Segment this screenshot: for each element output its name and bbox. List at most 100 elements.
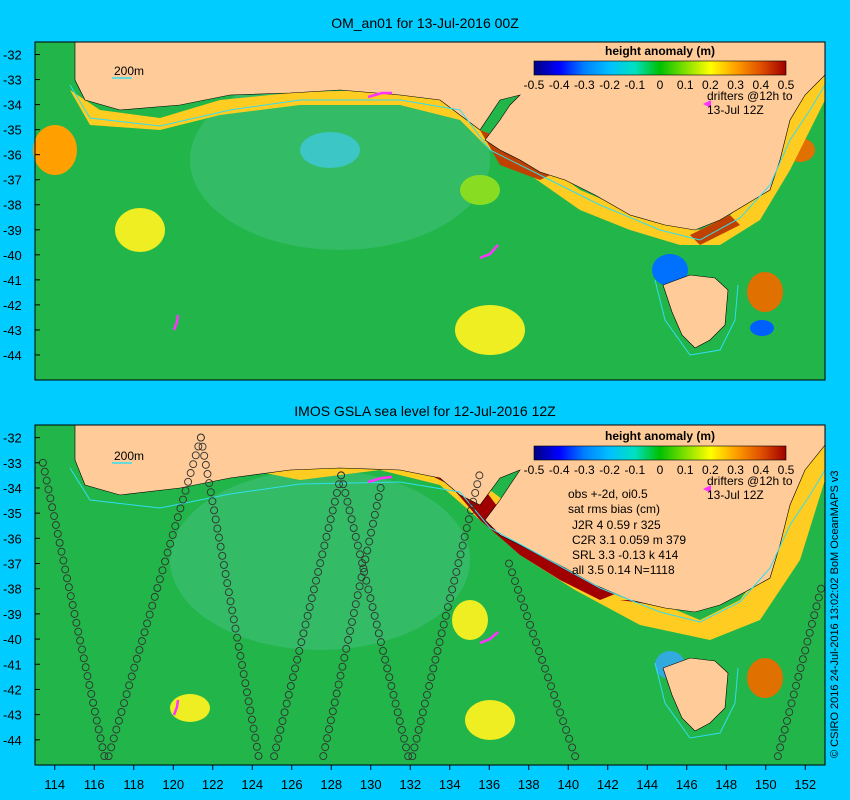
- track-obs-marker: [379, 646, 387, 655]
- y-tick-label: -38: [3, 198, 22, 213]
- track-obs-marker: [309, 585, 318, 594]
- track-obs-marker: [221, 570, 230, 578]
- track-obs-marker: [446, 594, 454, 603]
- track-obs-marker: [66, 592, 75, 601]
- panel2-map: [35, 424, 826, 765]
- track-obs-marker: [55, 538, 64, 547]
- colorbar-tick-label: 0.5: [778, 78, 795, 92]
- track-obs-marker: [353, 541, 362, 550]
- track-obs-marker: [231, 624, 240, 633]
- panel1-shelf-contour: [654, 279, 739, 356]
- track-obs-marker: [53, 529, 62, 538]
- track-obs-marker: [61, 565, 70, 574]
- track-obs-marker: [297, 638, 306, 647]
- x-tick-label: 152: [794, 777, 816, 792]
- track-obs-marker: [448, 585, 457, 594]
- track-obs-marker: [812, 602, 821, 611]
- track-obs-marker: [553, 699, 562, 708]
- track-obs-marker: [450, 576, 459, 585]
- contour-legend-label: 200m: [114, 64, 144, 78]
- panel1-frame: [34, 41, 826, 381]
- track-obs-marker: [228, 606, 237, 615]
- colorbar-tick-label: -0.2: [599, 78, 620, 92]
- track-obs-marker: [200, 451, 209, 460]
- track-obs-marker: [205, 479, 214, 488]
- track-obs-marker: [76, 636, 85, 645]
- colorbar-tick-label: 0.5: [778, 463, 795, 477]
- x-tick-label: 130: [360, 777, 382, 792]
- stats-block: obs +-2d, oi0.5 sat rms bias (cm) J2R 4 …: [568, 487, 686, 577]
- track-obs-marker: [523, 612, 531, 621]
- track-obs-marker: [216, 542, 225, 551]
- track-obs-marker: [226, 597, 235, 606]
- track-obs-marker: [210, 506, 219, 515]
- y-tick-label: -38: [3, 582, 22, 597]
- track-obs-marker: [94, 725, 103, 734]
- track-obs-marker: [77, 645, 86, 654]
- track-obs-marker: [792, 681, 801, 690]
- track-obs-marker: [57, 547, 66, 556]
- panel2-frame: [34, 424, 826, 766]
- track-obs-marker: [547, 682, 556, 691]
- track-obs-marker: [189, 460, 198, 469]
- panel1-anomaly-patch: [747, 272, 783, 312]
- track-obs-marker: [538, 655, 547, 664]
- track-obs-marker: [63, 574, 72, 583]
- track-obs-marker: [374, 629, 383, 638]
- drifter-legend-line1: drifters @12h to: [707, 89, 793, 103]
- drifter-track: [172, 699, 180, 716]
- track-obs-marker: [153, 584, 162, 592]
- track-obs-marker: [323, 734, 332, 743]
- track-obs-marker: [213, 524, 222, 533]
- y-tick-label: -44: [3, 733, 22, 748]
- track-obs-marker: [423, 690, 431, 699]
- track-obs-marker: [132, 654, 141, 663]
- track-obs-marker: [203, 470, 212, 478]
- track-obs-marker: [278, 717, 287, 726]
- track-obs-marker: [420, 699, 429, 708]
- track-obs-marker: [280, 708, 289, 717]
- track-obs-marker: [249, 724, 258, 733]
- colorbar-tick-label: -0.5: [524, 78, 545, 92]
- track-obs-marker: [246, 706, 255, 715]
- track-obs-marker: [418, 708, 427, 717]
- track-obs-marker: [233, 633, 242, 642]
- colorbar-tick-label: 0.2: [702, 78, 719, 92]
- track-obs-marker: [789, 690, 798, 699]
- track-obs-marker: [345, 506, 354, 515]
- track-obs-marker: [90, 707, 99, 716]
- track-obs-marker: [404, 752, 413, 761]
- track-obs-marker: [437, 629, 446, 638]
- track-obs-marker: [324, 524, 333, 532]
- track-obs-marker: [72, 618, 81, 627]
- track-obs-marker: [251, 733, 260, 742]
- track-obs-marker: [138, 637, 146, 646]
- track-obs-marker: [59, 556, 68, 565]
- x-tick-label: 122: [202, 777, 224, 792]
- track-obs-marker: [79, 654, 88, 663]
- track-obs-marker: [326, 515, 335, 524]
- y-tick-label: -34: [3, 98, 22, 113]
- track-obs-marker: [247, 715, 256, 724]
- track-obs-marker: [532, 638, 540, 647]
- y-tick-label: -43: [3, 323, 22, 338]
- drifter-track: [479, 244, 499, 260]
- panel1-shelf-contour: [69, 84, 826, 241]
- track-obs-marker: [460, 532, 469, 541]
- satellite-tracks: [38, 433, 825, 761]
- contour-legend-label: 200m: [114, 449, 144, 463]
- panel2-title: IMOS GSLA sea level for 12-Jul-2016 12Z: [294, 403, 556, 419]
- x-tick-label: 118: [123, 777, 144, 792]
- track-obs-marker: [367, 528, 376, 537]
- track-obs-marker: [400, 734, 408, 743]
- track-obs-marker: [361, 555, 370, 564]
- x-tick-label: 124: [241, 777, 263, 792]
- track-obs-marker: [130, 663, 139, 672]
- track-obs-marker: [796, 664, 805, 672]
- panel1-coastal-band: [690, 215, 740, 245]
- track-obs-marker: [215, 533, 223, 542]
- track-obs-marker: [89, 698, 98, 707]
- track-obs-marker: [286, 682, 295, 690]
- track-obs-marker: [201, 460, 210, 469]
- track-obs-marker: [196, 433, 205, 442]
